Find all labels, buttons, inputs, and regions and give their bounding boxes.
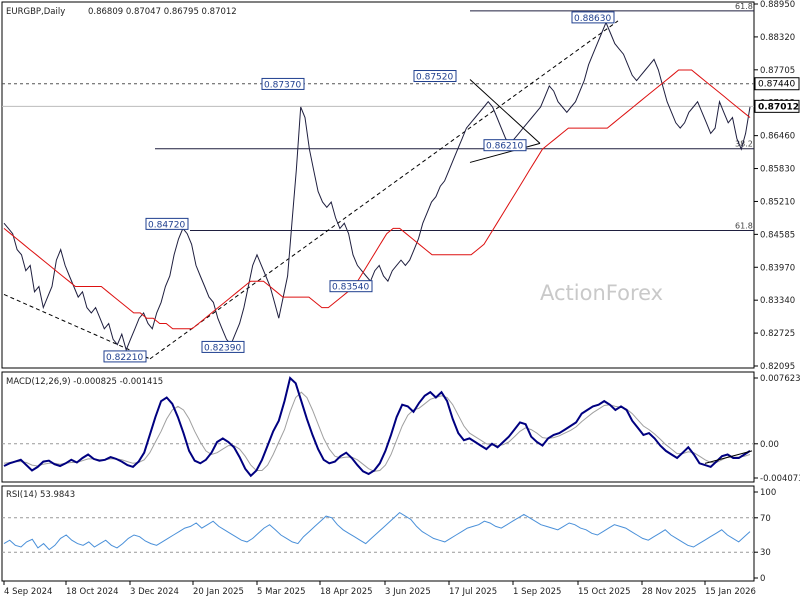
macd-y-axis: 0.007623 0.00 -0.004073: [754, 374, 800, 484]
price-annotation-label: 0.83540: [332, 283, 369, 293]
x-tick-label: 15 Jan 2026: [705, 587, 756, 597]
price-y-tick-label: 0.82095: [760, 362, 795, 372]
macd-trend-line: [704, 450, 753, 464]
x-axis: 4 Sep 2024 18 Oct 2024 3 Dec 2024 20 Jan 20…: [3, 581, 756, 597]
price-annotations: 0.88630 0.87520 0.87370 0.84720 0.86210 0.835…: [103, 11, 615, 363]
x-tick-label: 17 Jul 2025: [449, 587, 497, 597]
price-annotation-label: 0.88630: [574, 14, 611, 24]
price-series: [3, 21, 751, 352]
x-tick-label: 3 Dec 2024: [130, 587, 179, 597]
price-y-tick-label: 0.87705: [760, 66, 795, 76]
price-y-tick-label: 0.88950: [760, 0, 795, 10]
price-y-tick-label: 0.84585: [760, 230, 795, 240]
rsi-y-tick-label: 30: [760, 548, 771, 558]
macd-panel-border: [1, 371, 755, 483]
x-tick-label: 20 Jan 2025: [193, 587, 244, 597]
fib-level-label: 61.8: [735, 2, 753, 11]
rsi-panel-border: [1, 485, 755, 582]
level-price-label: 0.87440: [758, 80, 795, 90]
price-y-tick-label: 0.82725: [760, 329, 795, 339]
price-annotation-label: 0.87520: [416, 73, 453, 83]
x-tick-label: 1 Sep 2025: [513, 587, 561, 597]
current-price-box: [754, 99, 800, 113]
price-annotation-box: [201, 340, 245, 353]
x-tick-label: 5 Mar 2025: [257, 587, 305, 597]
macd-series: [2, 376, 754, 478]
x-tick-label: 28 Nov 2025: [642, 587, 696, 597]
macd-y-tick-label: 0.00: [760, 440, 779, 450]
price-annotation-box: [329, 280, 373, 293]
rsi-panel: RSI(14) 53.9843 100 70 30 0: [1, 485, 776, 584]
fib-level-label: 61.8: [735, 222, 753, 231]
moving-average-line: [3, 69, 751, 330]
price-annotation-label: 0.82390: [204, 343, 241, 353]
triangle-lower-line: [469, 142, 541, 163]
x-tick-label: 18 Apr 2025: [320, 587, 373, 597]
rsi-y-tick-label: 0: [760, 574, 765, 584]
fib-level-label: 38.2: [735, 140, 753, 149]
price-y-tick-label: 0.85830: [760, 165, 795, 175]
price-annotation-label: 0.86210: [486, 142, 523, 152]
price-line: [3, 21, 751, 352]
watermark: ActionForex: [540, 281, 663, 305]
x-tick-label: 15 Oct 2025: [578, 587, 631, 597]
price-annotation-box: [483, 139, 527, 152]
macd-y-tick-label: 0.007623: [760, 374, 800, 384]
rsi-series: [2, 511, 754, 553]
lower-trend-line: [3, 293, 151, 360]
rising-trend-line: [149, 20, 619, 360]
price-annotation-box: [145, 217, 189, 230]
rsi-title: RSI(14) 53.9843: [6, 490, 75, 500]
price-annotation-box: [571, 11, 615, 24]
x-tick-label: 18 Oct 2024: [66, 587, 119, 597]
chart-ohlc: 0.86809 0.87047 0.86795 0.87012: [88, 7, 237, 17]
current-price-label: 0.87012: [758, 102, 799, 112]
macd-title: MACD(12,26,9) -0.000825 -0.001415: [6, 377, 163, 387]
macd-y-tick-label: -0.004073: [760, 474, 800, 484]
rsi-y-axis: 100 70 30 0: [754, 488, 776, 584]
rsi-line: [3, 511, 751, 551]
x-tick-label: 3 Jun 2025: [385, 587, 431, 597]
price-annotation-label: 0.87370: [264, 80, 301, 90]
macd-panel: MACD(12,26,9) -0.000825 -0.001415 0.0076…: [1, 371, 800, 484]
level-price-box: [754, 77, 800, 91]
price-panel-border: [1, 1, 755, 369]
chart-symbol: EURGBP,Daily: [6, 7, 65, 17]
price-annotation-box: [103, 350, 147, 363]
x-tick-label: 4 Sep 2024: [4, 587, 52, 597]
rsi-y-tick-label: 100: [760, 488, 776, 498]
price-y-tick-label: 0.86460: [760, 132, 795, 142]
price-trendlines: [3, 20, 619, 360]
price-annotation-box: [261, 77, 305, 90]
price-annotation-label: 0.84720: [148, 220, 185, 230]
price-y-tick-label: 0.85210: [760, 197, 795, 207]
price-levels: 61.8 38.2 61.8: [2, 2, 754, 232]
macd-main-line: [3, 376, 751, 478]
price-y-axis: 0.88950 0.88320 0.87705 0.87012 0.86460 0.858…: [754, 0, 800, 372]
price-y-tick-label: 0.88320: [760, 33, 795, 43]
rsi-y-tick-label: 70: [760, 514, 771, 524]
price-panel: EURGBP,Daily 0.86809 0.87047 0.86795 0.8…: [1, 0, 800, 372]
price-annotation-label: 0.82210: [106, 353, 143, 363]
price-y-tick-label: 0.83970: [760, 263, 795, 273]
triangle-upper-line: [469, 79, 541, 144]
price-y-tick-label: 0.83340: [760, 296, 795, 306]
price-annotation-box: [413, 70, 457, 83]
